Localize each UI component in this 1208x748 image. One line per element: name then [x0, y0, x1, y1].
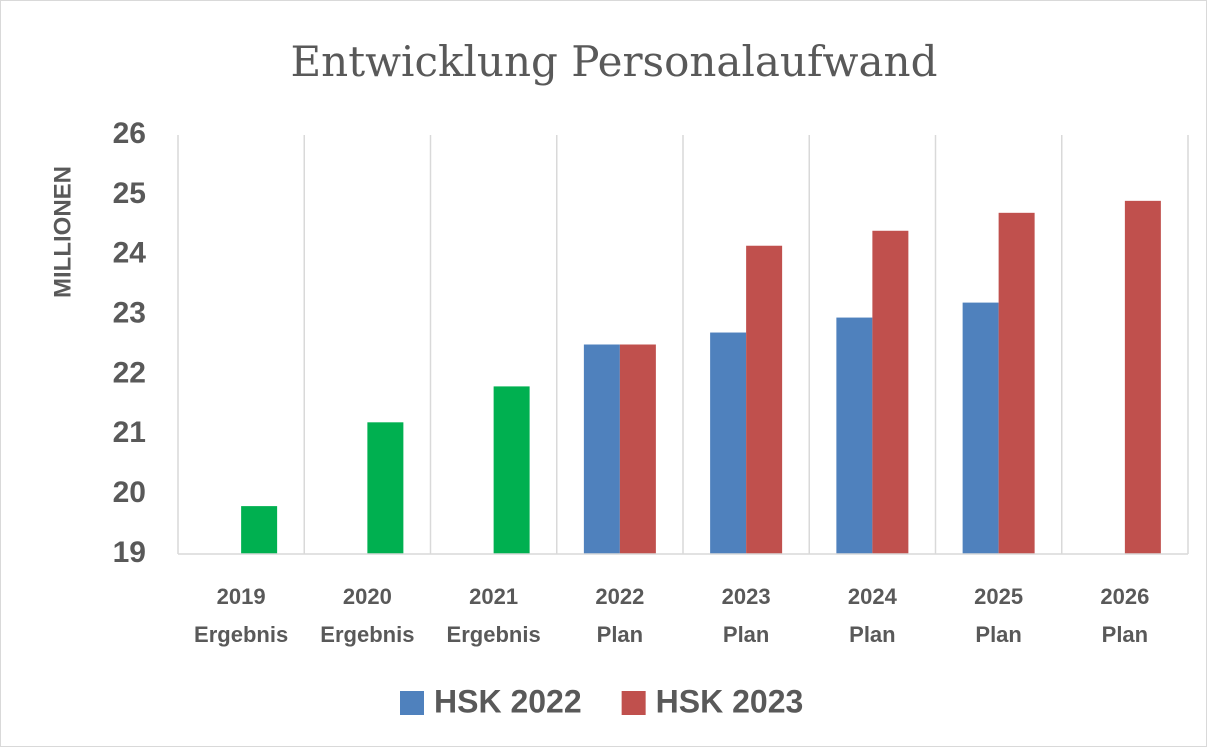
- x-tick-label: Plan: [597, 622, 643, 647]
- x-tick-label: 2025: [974, 584, 1023, 609]
- x-tick-label: 2022: [595, 584, 644, 609]
- x-tick-label: Ergebnis: [320, 622, 414, 647]
- bar: [367, 422, 404, 554]
- legend-label: HSK 2022: [434, 683, 582, 719]
- bar: [962, 302, 999, 554]
- bar: [998, 212, 1035, 555]
- chart-title: Entwicklung Personalaufwand: [291, 37, 938, 86]
- y-tick-label: 24: [113, 237, 147, 270]
- x-tick-label: Plan: [1102, 622, 1148, 647]
- legend-label: HSK 2023: [656, 683, 804, 719]
- legend-swatch: [621, 691, 646, 715]
- x-tick-label: Ergebnis: [194, 622, 288, 647]
- y-tick-label: 23: [113, 296, 146, 329]
- y-tick-label: 20: [113, 476, 146, 509]
- y-tick-label: 26: [113, 117, 146, 150]
- x-tick-label: Plan: [723, 622, 769, 647]
- bar: [241, 506, 278, 554]
- bar: [836, 317, 873, 554]
- y-tick-label: 22: [113, 356, 146, 389]
- bar: [583, 344, 620, 554]
- x-tick-label: Plan: [975, 622, 1021, 647]
- x-tick-label: 2021: [469, 584, 518, 609]
- bar: [1124, 200, 1161, 555]
- bar: [746, 245, 783, 554]
- y-tick-label: 21: [113, 416, 146, 449]
- bar: [619, 344, 656, 554]
- x-tick-label: 2024: [848, 584, 898, 609]
- y-tick-label: 25: [113, 177, 146, 210]
- y-axis-title: MILLIONEN: [49, 166, 76, 298]
- bar: [872, 230, 909, 554]
- x-tick-label: 2023: [722, 584, 771, 609]
- bar: [493, 386, 530, 554]
- x-tick-label: Ergebnis: [447, 622, 541, 647]
- legend-swatch: [400, 691, 424, 715]
- x-tick-label: 2019: [217, 584, 266, 609]
- y-tick-label: 19: [113, 536, 146, 569]
- x-tick-label: 2026: [1100, 584, 1149, 609]
- bar: [710, 332, 747, 554]
- x-tick-label: Plan: [849, 622, 895, 647]
- x-tick-label: 2020: [343, 584, 392, 609]
